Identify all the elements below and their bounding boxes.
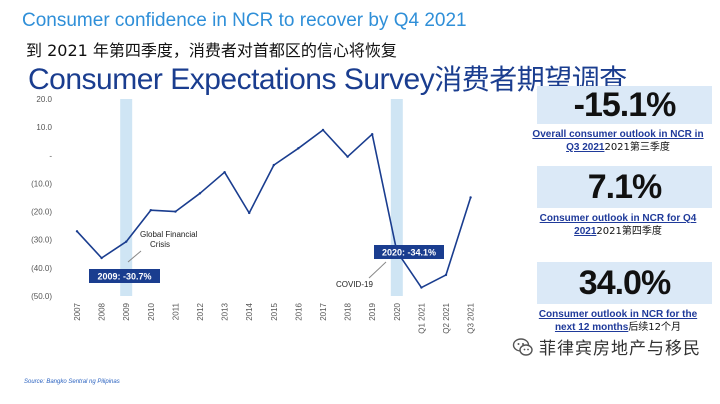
data-point	[248, 211, 251, 215]
x-tick-label: 2008	[98, 302, 107, 320]
stat-value-q4-2021: 7.1%	[587, 167, 662, 206]
page-title: Consumer confidence in NCR to recover by…	[22, 10, 467, 31]
y-tick-label: (10.0)	[31, 179, 52, 188]
stat-value-next-12-months: 34.0%	[578, 263, 671, 302]
callout-label-2020: 2020: -34.1%	[382, 248, 436, 258]
data-point	[149, 208, 152, 212]
stat-caption-link[interactable]: Q3 2021	[566, 142, 605, 153]
stat-caption-link[interactable]: next 12 months	[554, 322, 629, 333]
x-tick-label: Q1 2021	[417, 302, 426, 333]
data-point	[469, 196, 472, 199]
page-subtitle-cn: 到 2021 年第四季度，消费者对首都区的信心将恢复	[26, 41, 397, 60]
x-tick-label: Q3 2021	[467, 302, 476, 333]
wechat-icon	[512, 337, 533, 356]
callout-box-2020	[374, 245, 444, 259]
annotation-gfc-line1: Global Financial	[140, 230, 198, 239]
annotation-gfc-line2: Crisis	[150, 240, 170, 249]
stat-caption-cn: 2021第三季度	[604, 142, 670, 153]
x-tick-label: 2009	[122, 302, 131, 320]
annotation-covid-arrow	[368, 261, 387, 279]
data-point	[100, 256, 103, 260]
y-tick-label: 20.0	[36, 95, 52, 104]
y-tick-label: (30.0)	[31, 236, 52, 245]
x-tick-label: Q2 2021	[442, 302, 451, 333]
x-tick-label: 2007	[73, 302, 82, 320]
stat-box-q3-2021: -15.1%	[537, 86, 712, 124]
annotation-covid: COVID-19	[336, 280, 373, 289]
data-point	[223, 170, 226, 174]
data-point	[420, 286, 423, 289]
highlight-band-2009	[120, 99, 133, 296]
stat-caption-line1[interactable]: Consumer outlook in NCR for Q4	[539, 213, 697, 224]
watermark: 菲律宾房地产与移民	[512, 334, 701, 359]
annotation-gfc-arrow	[127, 250, 142, 263]
callout-box-2009	[89, 269, 160, 283]
stat-box-q4-2021: 7.1%	[537, 166, 712, 208]
data-point	[75, 230, 79, 233]
stat-caption-cn: 2021第四季度	[596, 226, 662, 237]
data-point	[371, 132, 374, 136]
data-point	[198, 192, 202, 195]
x-tick-label: 2015	[270, 302, 279, 320]
data-point	[125, 240, 128, 243]
source-note: Source: Bangko Sentral ng Pilipinas	[24, 379, 120, 385]
survey-title-en: Consumer Expectations Survey	[28, 63, 435, 96]
x-tick-label: 2011	[171, 302, 180, 320]
stat-caption-q3-2021[interactable]: Overall consumer outlook in NCR in Q3 20…	[520, 128, 716, 154]
data-point	[346, 155, 349, 158]
x-tick-label: 2010	[147, 302, 156, 320]
data-point	[444, 273, 448, 277]
stat-caption-link[interactable]: 2021	[574, 226, 597, 237]
x-tick-label: 2019	[368, 302, 377, 320]
x-tick-label: 2013	[221, 302, 230, 320]
stat-box-next-12-months: 34.0%	[537, 262, 712, 304]
y-tick-label: (40.0)	[31, 264, 52, 273]
x-tick-label: 2018	[344, 302, 353, 320]
x-tick-label: 2016	[294, 302, 303, 320]
data-point	[297, 147, 300, 150]
x-tick-label: 2017	[319, 302, 328, 320]
x-tick-label: 2012	[196, 302, 205, 320]
data-point	[174, 210, 177, 213]
stat-caption-line1[interactable]: Consumer outlook in NCR for the	[538, 309, 698, 320]
highlight-band-2020	[390, 99, 403, 296]
data-point	[272, 163, 275, 167]
x-tick-label: 2020	[393, 302, 402, 320]
stat-caption-next-12-months[interactable]: Consumer outlook in NCR for the next 12 …	[520, 308, 716, 334]
stat-caption-line1[interactable]: Overall consumer outlook in NCR in	[532, 129, 704, 140]
series-line	[76, 129, 472, 289]
stat-caption-cn: 后续12个月	[628, 322, 682, 333]
y-tick-label: (50.0)	[31, 292, 52, 301]
watermark-text: 菲律宾房地产与移民	[539, 339, 701, 359]
stat-value-q3-2021: -15.1%	[573, 85, 677, 124]
survey-title: Consumer Expectations Survey消费者期望调查	[28, 58, 627, 98]
y-tick-label: -	[49, 151, 52, 160]
y-tick-label: (20.0)	[31, 208, 52, 217]
data-point	[321, 128, 325, 132]
y-tick-label: 10.0	[36, 123, 52, 132]
callout-label-2009: 2009: -30.7%	[97, 272, 151, 282]
x-tick-label: 2014	[245, 302, 254, 320]
stat-caption-q4-2021[interactable]: Consumer outlook in NCR for Q4 20212021第…	[520, 212, 716, 238]
